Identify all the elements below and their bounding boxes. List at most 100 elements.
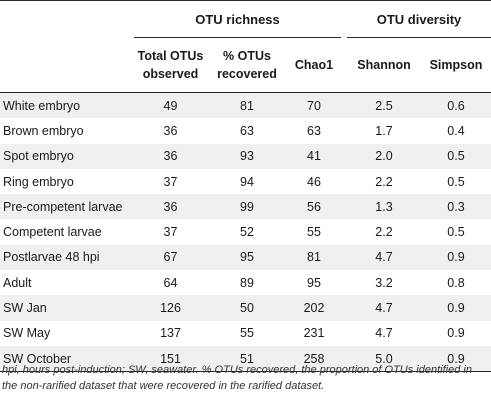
group-header-row: OTU richness OTU diversity bbox=[0, 0, 491, 38]
cell-shannon: 1.7 bbox=[375, 123, 393, 138]
cell-recovered: 51 bbox=[207, 345, 287, 373]
cell-chao1: 63 bbox=[307, 123, 321, 138]
cell-total: 36 bbox=[163, 123, 178, 138]
column-header-recovered-line1: % OTUs bbox=[223, 49, 271, 63]
table-row: Ring embryo 37 94 46 2.2 0.5 bbox=[0, 169, 491, 194]
cell-gap bbox=[341, 244, 347, 271]
table-body: White embryo 49 81 70 2.5 0.6 Brown embryo 36 63… bbox=[0, 92, 491, 373]
cell-recovered: 93 bbox=[207, 143, 287, 169]
cell-shannon: 4.7 bbox=[347, 295, 421, 321]
table-footnote: hpi, hours post-induction; SW, seawater.… bbox=[2, 364, 472, 392]
column-header-chao1: Chao1 bbox=[287, 37, 341, 93]
cell-total: 49 bbox=[134, 92, 207, 119]
cell-total: 151 bbox=[134, 345, 207, 373]
column-header-row: Total OTUs observed % OTUs recovered Cha… bbox=[0, 37, 491, 93]
cell-gap bbox=[341, 194, 347, 220]
table-row: Adult 64 89 95 3.2 0.8 bbox=[0, 270, 491, 295]
group-header-blank bbox=[0, 0, 134, 38]
cell-recovered: 55 bbox=[240, 326, 254, 341]
table-row: SW October 151 51 258 5.0 0.9 bbox=[0, 345, 491, 373]
table-row: Spot embryo 36 93 41 2.0 0.5 bbox=[0, 143, 491, 169]
cell-recovered: 63 bbox=[240, 123, 254, 138]
cell-total: 67 bbox=[134, 244, 207, 271]
cell-shannon: 2.5 bbox=[347, 92, 421, 119]
cell-label: SW May bbox=[3, 326, 51, 341]
cell-chao1: 41 bbox=[287, 143, 341, 169]
group-header-gap bbox=[341, 0, 347, 38]
cell-shannon: 5.0 bbox=[347, 345, 421, 373]
otu-table: OTU richness OTU diversity Total OTUs ob… bbox=[0, 0, 491, 373]
cell-total: 64 bbox=[163, 275, 178, 290]
cell-simpson: 0.3 bbox=[421, 194, 491, 220]
cell-label: Ring embryo bbox=[3, 174, 74, 189]
cell-recovered: 99 bbox=[207, 194, 287, 220]
column-header-recovered-line2: recovered bbox=[217, 67, 277, 81]
cell-label: Brown embryo bbox=[3, 123, 84, 138]
cell-chao1: 202 bbox=[287, 295, 341, 321]
cell-label: SW Jan bbox=[0, 295, 134, 321]
cell-chao1: 231 bbox=[303, 326, 325, 341]
cell-recovered: 81 bbox=[207, 92, 287, 119]
cell-chao1: 70 bbox=[287, 92, 341, 119]
cell-simpson: 0.9 bbox=[447, 326, 465, 341]
cell-gap bbox=[341, 295, 347, 321]
column-header-recovered: % OTUs recovered bbox=[207, 37, 287, 93]
column-header-simpson: Simpson bbox=[421, 37, 491, 93]
cell-recovered: 94 bbox=[240, 174, 254, 189]
column-header-sample bbox=[0, 37, 134, 93]
table-row: SW May 137 55 231 4.7 0.9 bbox=[0, 321, 491, 346]
cell-label: Competent larvae bbox=[3, 225, 102, 240]
cell-label: Spot embryo bbox=[0, 143, 134, 169]
cell-total: 126 bbox=[134, 295, 207, 321]
cell-label: Postlarvae 48 hpi bbox=[0, 244, 134, 271]
cell-chao1: 81 bbox=[287, 244, 341, 271]
table-row: Postlarvae 48 hpi 67 95 81 4.7 0.9 bbox=[0, 244, 491, 271]
cell-simpson: 0.6 bbox=[421, 92, 491, 119]
group-header-otu-diversity: OTU diversity bbox=[347, 0, 491, 38]
cell-label: White embryo bbox=[0, 92, 134, 119]
group-header-otu-richness: OTU richness bbox=[134, 0, 341, 38]
cell-gap bbox=[341, 345, 347, 373]
cell-simpson: 0.5 bbox=[447, 174, 465, 189]
table-row: Competent larvae 37 52 55 2.2 0.5 bbox=[0, 219, 491, 244]
column-header-gap bbox=[341, 37, 347, 93]
cell-simpson: 0.9 bbox=[421, 345, 491, 373]
cell-chao1: 56 bbox=[287, 194, 341, 220]
cell-total: 37 bbox=[163, 174, 178, 189]
table-row: Pre-competent larvae 36 99 56 1.3 0.3 bbox=[0, 194, 491, 220]
table-row: SW Jan 126 50 202 4.7 0.9 bbox=[0, 295, 491, 321]
cell-recovered: 50 bbox=[207, 295, 287, 321]
cell-shannon: 2.2 bbox=[375, 225, 393, 240]
column-header-shannon: Shannon bbox=[347, 37, 421, 93]
cell-chao1: 46 bbox=[307, 174, 321, 189]
cell-shannon: 4.7 bbox=[375, 326, 393, 341]
cell-total: 36 bbox=[134, 194, 207, 220]
cell-label: Adult bbox=[3, 275, 32, 290]
cell-recovered: 52 bbox=[240, 225, 254, 240]
table-row: White embryo 49 81 70 2.5 0.6 bbox=[0, 92, 491, 119]
cell-shannon: 2.2 bbox=[375, 174, 393, 189]
cell-shannon: 2.0 bbox=[347, 143, 421, 169]
column-header-total-line1: Total OTUs bbox=[137, 49, 204, 63]
cell-simpson: 0.5 bbox=[447, 225, 465, 240]
cell-simpson: 0.9 bbox=[421, 244, 491, 271]
cell-simpson: 0.4 bbox=[447, 123, 465, 138]
cell-label: Pre-competent larvae bbox=[0, 194, 134, 220]
cell-label: SW October bbox=[0, 345, 134, 373]
cell-simpson: 0.8 bbox=[447, 275, 465, 290]
cell-simpson: 0.9 bbox=[421, 295, 491, 321]
cell-shannon: 3.2 bbox=[375, 275, 393, 290]
cell-chao1: 55 bbox=[307, 225, 321, 240]
cell-gap bbox=[341, 92, 347, 119]
cell-total: 137 bbox=[160, 326, 181, 341]
cell-shannon: 4.7 bbox=[347, 244, 421, 271]
cell-gap bbox=[341, 143, 347, 169]
cell-shannon: 1.3 bbox=[347, 194, 421, 220]
cell-chao1: 258 bbox=[287, 345, 341, 373]
column-header-total-line2: observed bbox=[142, 67, 199, 81]
cell-total: 37 bbox=[163, 225, 178, 240]
cell-recovered: 95 bbox=[207, 244, 287, 271]
cell-recovered: 89 bbox=[240, 275, 254, 290]
cell-chao1: 95 bbox=[307, 275, 321, 290]
